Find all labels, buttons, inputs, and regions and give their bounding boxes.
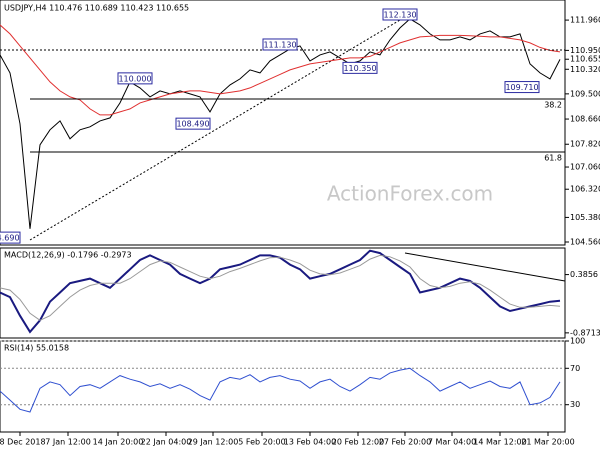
y-tick-label: 108.660 xyxy=(570,115,600,124)
x-tick-label: 14 Jan 20:00 xyxy=(93,438,144,447)
series-line xyxy=(0,254,561,321)
annotation-label: 109.710 xyxy=(505,83,538,92)
annotation-label: 108.490 xyxy=(176,120,209,129)
x-tick-label: 29 Jan 12:00 xyxy=(188,438,239,447)
x-tick-label: 5 Feb 20:00 xyxy=(238,438,285,447)
x-tick-label: 14 Mar 12:00 xyxy=(473,438,526,447)
y-tick-label: 70 xyxy=(570,364,580,373)
price-panel xyxy=(0,0,566,246)
x-tick-label: 7 Mar 04:00 xyxy=(428,438,476,447)
annotation-box xyxy=(0,231,21,244)
y-tick-label: 100 xyxy=(570,337,585,346)
chart-title: USDJPY,H4 110.476 110.689 110.423 110.65… xyxy=(4,4,189,13)
y-tick-label: 110.950 xyxy=(570,46,600,55)
x-tick-label: 20 Feb 12:00 xyxy=(332,438,384,447)
annotation-box xyxy=(504,81,540,94)
trendline xyxy=(29,19,401,241)
fib-label: 61.8 xyxy=(544,154,562,163)
x-tick-label: 28 Dec 2018 xyxy=(0,438,46,447)
series-line xyxy=(0,249,561,334)
y-tick-label: 110.655 xyxy=(570,55,600,64)
x-tick-label: 27 Feb 20:00 xyxy=(379,438,431,447)
rsi-panel xyxy=(0,340,566,433)
annotation-label: 111.130 xyxy=(263,40,296,49)
annotation-label: 110.350 xyxy=(343,64,376,73)
annotation-box xyxy=(175,117,211,130)
rsi-title: RSI(14) 55.0158 xyxy=(4,344,69,353)
macd-title: MACD(12,26,9) -0.1796 -0.2973 xyxy=(4,251,132,260)
annotation-box xyxy=(342,61,378,74)
x-tick-label: 13 Feb 04:00 xyxy=(284,438,336,447)
annotation-label: 112.130 xyxy=(383,10,416,19)
y-tick-label: 109.500 xyxy=(570,89,600,98)
series-line xyxy=(0,367,561,413)
series-line xyxy=(0,18,561,229)
macd-trendline xyxy=(404,252,566,282)
annotation-label: 110.000 xyxy=(118,74,151,83)
y-tick-label: 106.320 xyxy=(570,185,600,194)
y-tick-label: 111.960 xyxy=(570,16,600,25)
x-tick-label: 7 Jan 12:00 xyxy=(45,438,91,447)
macd-panel xyxy=(0,247,566,339)
y-tick-label: 30 xyxy=(570,400,580,409)
y-tick-label: 107.820 xyxy=(570,140,600,149)
y-tick-label: 105.380 xyxy=(570,213,600,222)
x-tick-label: 21 Mar 20:00 xyxy=(521,438,574,447)
fib-label: 38.2 xyxy=(544,100,562,109)
annotation-box xyxy=(382,8,418,21)
y-tick-label: 110.320 xyxy=(570,65,600,74)
x-tick-label: 22 Jan 04:00 xyxy=(141,438,192,447)
y-tick-label: -0.8713 xyxy=(570,328,600,337)
annotation-box xyxy=(262,38,298,51)
annotation-box xyxy=(117,72,153,85)
y-tick-label: 107.060 xyxy=(570,163,600,172)
annotation-label: 104.690 xyxy=(0,234,20,243)
y-tick-label: 0.3856 xyxy=(570,270,598,279)
series-line xyxy=(0,24,561,116)
watermark: ActionForex.com xyxy=(327,182,493,206)
y-tick-label: 104.560 xyxy=(570,238,600,247)
